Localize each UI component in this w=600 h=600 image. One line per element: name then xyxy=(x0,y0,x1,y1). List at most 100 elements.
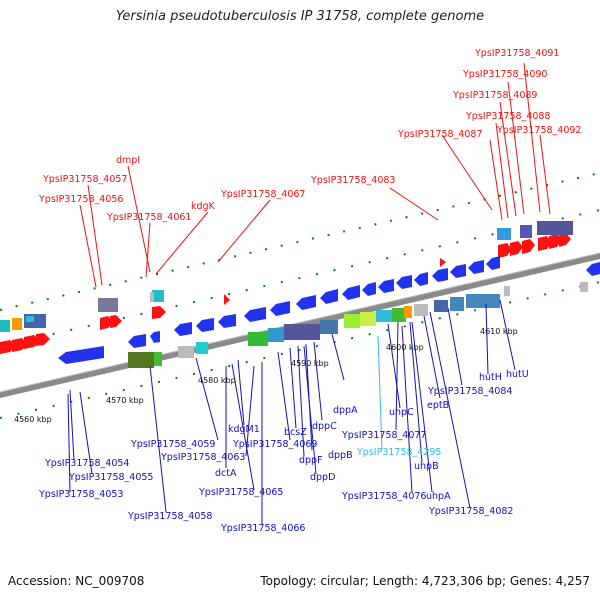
feature-box xyxy=(320,320,338,334)
gene-label: dctA xyxy=(215,468,237,479)
gene-arrow xyxy=(58,346,104,364)
feature-box xyxy=(248,332,268,346)
feature-box xyxy=(0,320,10,332)
gene-arrow xyxy=(36,333,50,346)
accession-text: Accession: NC_009708 xyxy=(8,574,145,588)
gene-arrow xyxy=(549,234,562,249)
feature-box xyxy=(450,297,464,311)
feature-boxes-upper xyxy=(0,221,588,332)
feature-box xyxy=(434,300,448,312)
leader-cyan xyxy=(377,335,383,451)
track-guide-top xyxy=(0,209,600,347)
gene-arrow xyxy=(440,258,446,267)
gene-arrow xyxy=(320,289,338,304)
gene-arrow xyxy=(196,318,214,332)
gene-labels-bottom: hutU hutH YpsIP31758_4084 eptB uhpC YpsI… xyxy=(38,369,529,534)
feature-box xyxy=(12,318,22,330)
gene-label: YpsIP31758_4092 xyxy=(496,125,581,136)
feature-box xyxy=(268,328,284,342)
feature-box xyxy=(520,225,532,238)
feature-box xyxy=(392,308,406,322)
gene-label: YpsIP31758_4063 xyxy=(160,452,245,463)
gene-label: hutH xyxy=(479,372,502,383)
gene-label: YpsIP31758_4082 xyxy=(428,506,513,517)
gene-arrow xyxy=(559,233,571,247)
feature-box xyxy=(154,352,162,366)
feature-box xyxy=(497,228,511,240)
gene-label: YpsIP31758_4083 xyxy=(310,175,395,186)
gene-label: dppB xyxy=(328,450,353,461)
gene-label: YpsIP31758_4061 xyxy=(106,212,191,223)
gene-label: kdgM1 xyxy=(228,424,260,435)
gene-arrow xyxy=(486,256,500,270)
gene-label: dppC xyxy=(312,421,337,432)
feature-box xyxy=(376,310,392,322)
gene-label: YpsIP31758_4055 xyxy=(68,472,153,483)
top-leaders xyxy=(79,62,551,288)
gene-label: YpsIP31758_4087 xyxy=(397,129,482,140)
gene-label: uhpA xyxy=(426,491,451,502)
gene-arrow xyxy=(586,262,600,276)
gene-arrow xyxy=(224,294,230,305)
gene-label: YpsIP31758_4058 xyxy=(127,511,212,522)
gene-arrow xyxy=(296,295,316,310)
gene-label: uhpB xyxy=(414,461,439,472)
scale-ticks: 4560 kbp 4570 kbp 4580 kbp 4590 kbp 4600… xyxy=(14,327,518,424)
gene-arrow xyxy=(378,279,394,293)
gene-arrow xyxy=(498,243,512,258)
gene-label: YpsIP31758_4089 xyxy=(452,90,537,101)
track-guide-bottom xyxy=(0,281,600,419)
feature-box xyxy=(504,286,510,296)
gene-arrow xyxy=(538,236,552,251)
gene-label: YpsIP31758_4091 xyxy=(474,48,559,59)
reverse-strand-features xyxy=(58,256,600,364)
gene-arrow xyxy=(110,315,122,328)
feature-box xyxy=(537,221,573,235)
gene-label: YpsIP31758_4069 xyxy=(232,439,317,450)
feature-box xyxy=(284,324,320,340)
gene-label: hutU xyxy=(506,369,529,380)
feature-box xyxy=(404,306,412,318)
gene-label: kdgK xyxy=(191,201,216,212)
gene-label: YpsIP31758_4295 xyxy=(356,447,441,458)
gene-label: eptB xyxy=(427,400,449,411)
feature-box xyxy=(360,312,376,326)
feature-box xyxy=(128,352,154,368)
tick-label: 4580 kbp xyxy=(198,376,236,385)
gene-label: YpsIP31758_4077 xyxy=(341,430,426,441)
tick-label: 4570 kbp xyxy=(106,396,144,405)
gene-label: YpsIP31758_4090 xyxy=(462,69,547,80)
gene-label: YpsIP31758_4076 xyxy=(341,491,426,502)
tick-label: 4600 kbp xyxy=(386,343,424,352)
gene-label: YpsIP31758_4067 xyxy=(220,189,305,200)
tick-label: 4590 kbp xyxy=(291,359,329,368)
gene-label: YpsIP31758_4056 xyxy=(38,194,123,205)
gene-label: bcsZ xyxy=(284,427,307,438)
gene-label: YpsIP31758_4059 xyxy=(130,439,215,450)
genome-title: Yersinia pseudotuberculosis IP 31758, co… xyxy=(115,9,485,24)
gene-label: dppA xyxy=(333,405,358,416)
feature-box xyxy=(150,292,154,302)
gene-arrow xyxy=(244,307,266,322)
gene-labels-top: YpsIP31758_4091 YpsIP31758_4090 YpsIP317… xyxy=(38,48,581,223)
bottom-leaders xyxy=(67,299,516,524)
tick-label: 4560 kbp xyxy=(14,415,52,424)
gene-arrow xyxy=(362,282,376,296)
tick-label: 4610 kbp xyxy=(480,327,518,336)
gene-arrow xyxy=(522,239,535,254)
feature-box xyxy=(466,294,500,308)
gene-arrow xyxy=(270,301,290,316)
gene-label: YpsIP31758_4084 xyxy=(427,386,512,397)
gene-label: YpsIP31758_4066 xyxy=(220,523,305,534)
gene-arrow xyxy=(396,275,412,289)
gene-arrow xyxy=(342,285,360,300)
gene-label: YpsIP31758_4057 xyxy=(42,174,127,185)
forward-strand-features xyxy=(0,233,571,354)
gene-arrow xyxy=(432,268,448,282)
gene-label: YpsIP31758_4054 xyxy=(44,458,129,469)
feature-box xyxy=(152,290,164,302)
feature-boxes-lower xyxy=(128,286,510,368)
genome-summary-text: Topology: circular; Length: 4,723,306 bp… xyxy=(260,574,590,588)
